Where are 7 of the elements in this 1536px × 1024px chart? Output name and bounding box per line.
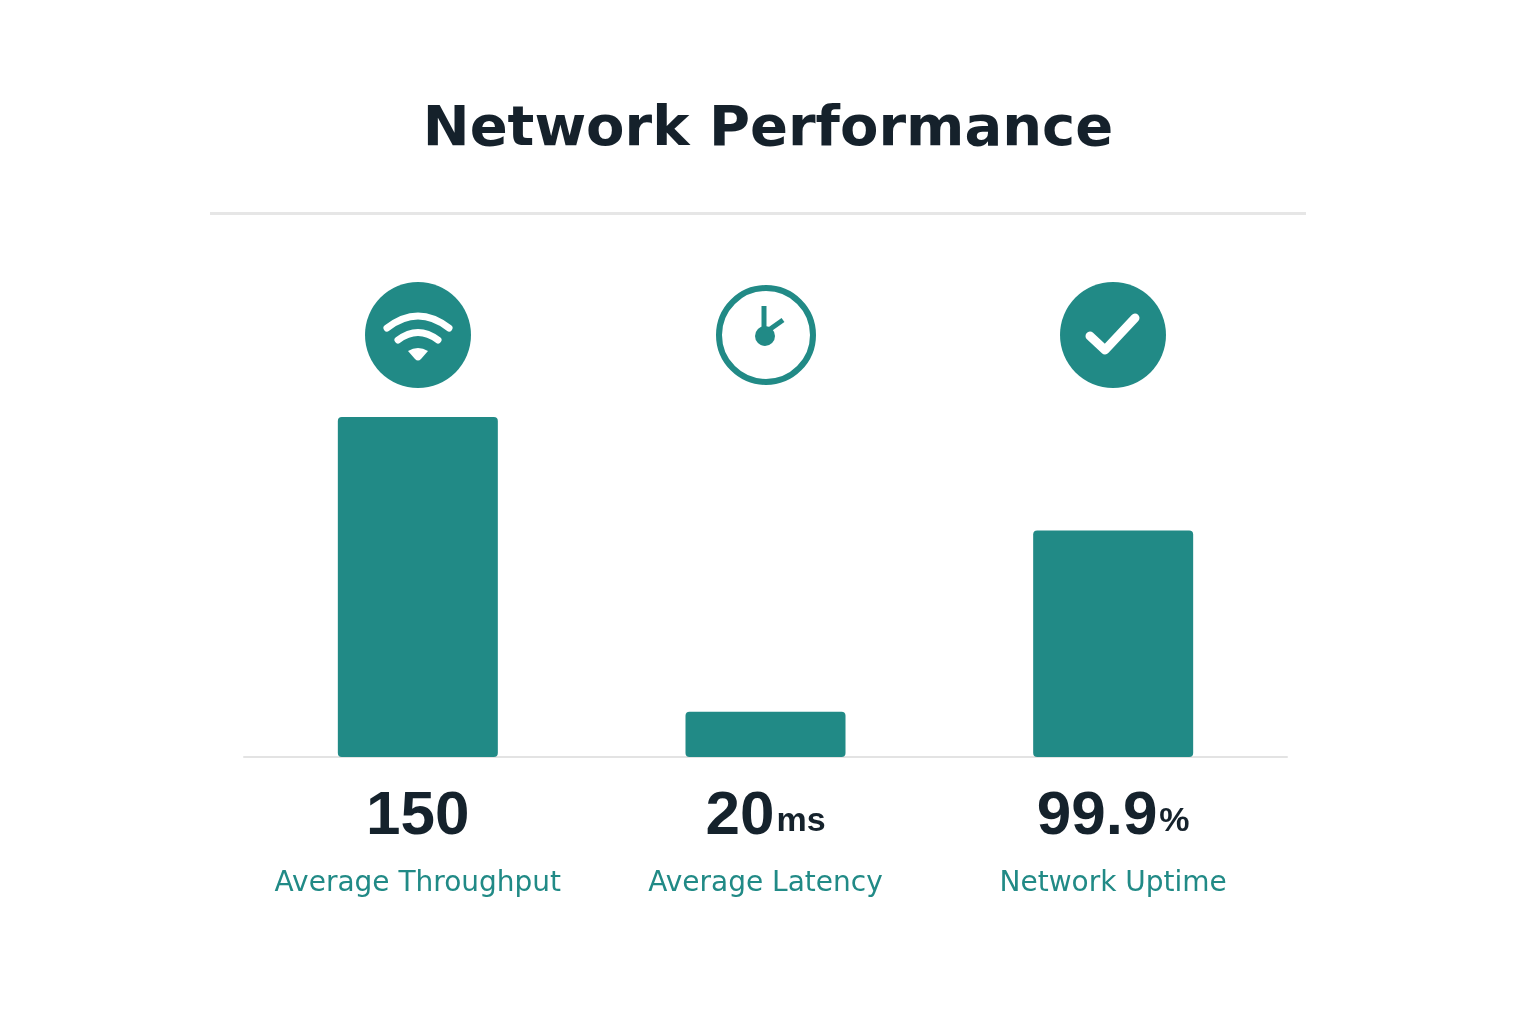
- data-label: 20ms: [705, 777, 826, 847]
- x-tick-label: Average Throughput: [274, 864, 562, 898]
- data-label: 150: [366, 777, 470, 847]
- data-label: 99.9%: [1036, 777, 1190, 847]
- chart-title: Network Performance: [422, 92, 1114, 158]
- x-tick-label: Average Latency: [648, 864, 883, 898]
- x-tick-label: Network Uptime: [999, 864, 1227, 898]
